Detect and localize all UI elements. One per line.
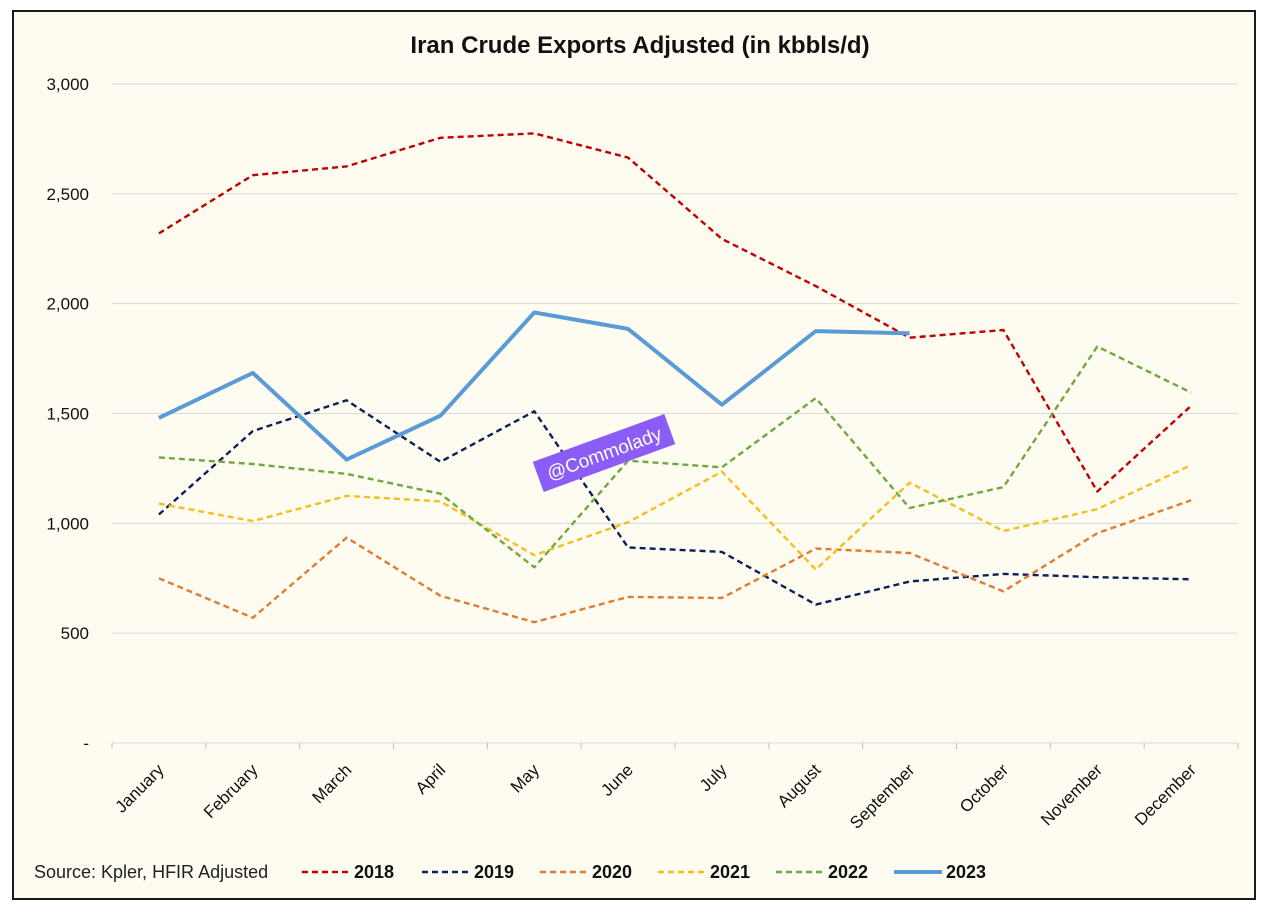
watermark-badge: @Commolady xyxy=(532,414,676,492)
series-line-2020 xyxy=(158,499,1192,624)
series-lines xyxy=(158,132,1192,624)
x-axis: January February March April May June July Augu… xyxy=(111,743,1239,833)
x-tick-label: May xyxy=(507,760,543,796)
series-line-2019 xyxy=(158,399,1192,606)
legend-label-2022: 2022 xyxy=(828,862,868,882)
series-line-2021 xyxy=(158,464,1192,571)
source-note: Source: Kpler, HFIR Adjusted xyxy=(34,862,268,882)
series-line-2023 xyxy=(158,310,910,462)
x-tick-label: November xyxy=(1037,760,1106,829)
x-tick-label: September xyxy=(846,760,918,832)
x-tick-label: December xyxy=(1131,760,1200,829)
legend-label-2021: 2021 xyxy=(710,862,750,882)
x-tick-label: July xyxy=(696,760,731,795)
watermark-background xyxy=(532,414,676,492)
x-tick-label: March xyxy=(309,760,356,807)
x-tick-label: June xyxy=(597,760,637,800)
chart-svg: Iran Crude Exports Adjusted (in kbbls/d)… xyxy=(34,32,1239,882)
y-tick-label: 2,500 xyxy=(46,185,89,204)
x-tick-label: April xyxy=(412,760,449,797)
series-line-2022 xyxy=(158,345,1192,569)
x-tick-label: February xyxy=(200,760,262,822)
y-tick-label: - xyxy=(83,734,89,753)
y-tick-label: 1,500 xyxy=(46,405,89,424)
y-tick-label: 2,000 xyxy=(46,295,89,314)
legend: 2018 2019 2020 2021 2022 2023 xyxy=(302,862,986,882)
legend-label-2018: 2018 xyxy=(354,862,394,882)
y-axis: - 500 1,000 1,500 2,000 2,500 3,000 xyxy=(46,75,89,753)
y-tick-label: 3,000 xyxy=(46,75,89,94)
grid-lines xyxy=(112,83,1238,744)
x-tick-label: August xyxy=(774,760,825,811)
legend-label-2023: 2023 xyxy=(946,862,986,882)
series-line-2018 xyxy=(158,132,1192,493)
y-tick-label: 500 xyxy=(61,624,89,643)
legend-label-2020: 2020 xyxy=(592,862,632,882)
x-tick-label: January xyxy=(112,760,169,817)
chart-frame: Iran Crude Exports Adjusted (in kbbls/d)… xyxy=(12,10,1256,900)
y-tick-label: 1,000 xyxy=(46,514,89,533)
legend-label-2019: 2019 xyxy=(474,862,514,882)
x-tick-label: October xyxy=(956,760,1012,816)
chart-title: Iran Crude Exports Adjusted (in kbbls/d) xyxy=(410,32,869,59)
